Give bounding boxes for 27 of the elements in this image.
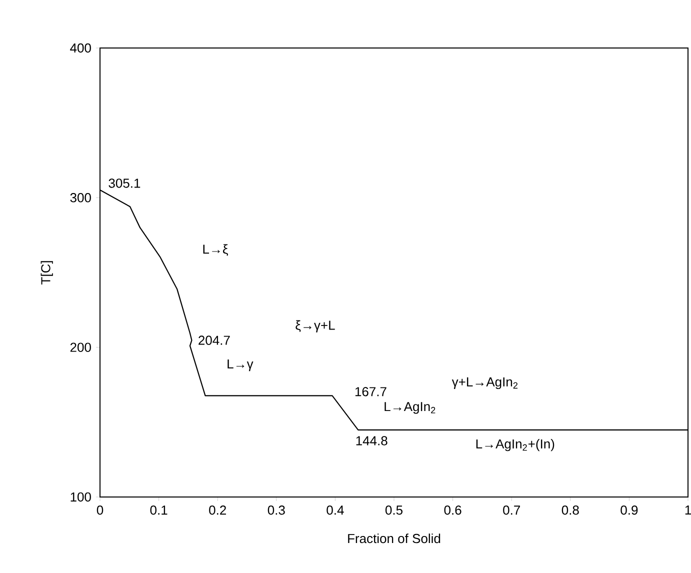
- annotation: 167.7: [355, 387, 386, 396]
- y-tick-label: 200: [70, 342, 91, 352]
- y-tick-label: 100: [70, 492, 91, 502]
- annotation: L→ξ: [203, 244, 228, 256]
- x-tick-label: 0.8: [562, 506, 579, 515]
- annotation: 305.1: [108, 178, 140, 188]
- annotation: L→AgIn$_{2}$: [384, 402, 436, 414]
- annotation: ξ→γ+L: [296, 320, 335, 332]
- x-tick-label: 0.4: [326, 506, 344, 515]
- x-tick-label: 1: [685, 506, 691, 514]
- x-axis-title: Fraction of Solid: [348, 534, 440, 544]
- x-tick-label: 0: [96, 506, 104, 515]
- annotation: L→AgIn$_{2}$+(In): [476, 438, 554, 452]
- annotation: 144.8: [356, 436, 388, 446]
- x-tick-label: 0.1: [150, 506, 168, 515]
- x-tick-label: 0.2: [209, 506, 226, 515]
- annotation: γ+L→AgIn$_{2}$: [452, 377, 518, 390]
- x-tick-label: 0.6: [444, 506, 462, 515]
- annotation: L→γ: [228, 359, 254, 372]
- x-tick-label: 0.5: [385, 506, 402, 515]
- annotation: 204.7: [198, 336, 230, 345]
- y-axis-title: T[C]: [40, 261, 53, 284]
- x-tick-label: 0.7: [503, 506, 520, 515]
- x-tick-label: 0.3: [268, 506, 285, 515]
- x-tick-label: 0.9: [620, 506, 638, 515]
- y-tick-label: 300: [70, 193, 91, 202]
- y-tick-label: 400: [70, 43, 91, 53]
